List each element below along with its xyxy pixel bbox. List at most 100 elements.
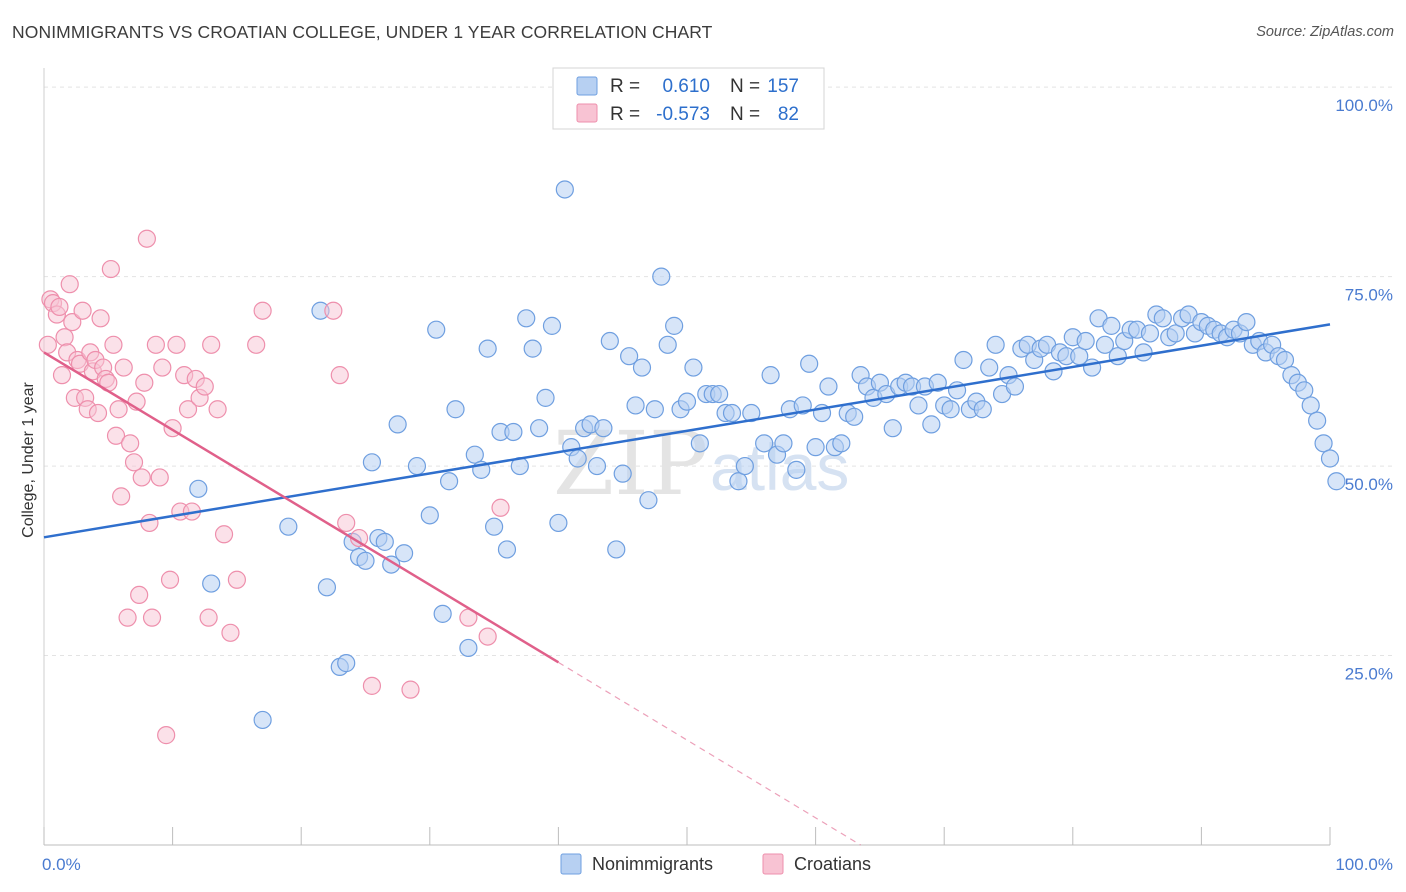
point-croatians-5 [52, 366, 72, 385]
point-nonimmigrants-127 [1134, 343, 1153, 362]
point-croatians-20 [91, 309, 110, 328]
bottom-legend-label-croatians: Croatians [794, 854, 871, 874]
point-nonimmigrants-78 [819, 377, 838, 396]
point-nonimmigrants-80 [832, 434, 851, 453]
point-croatians-69 [478, 627, 497, 646]
point-croatians-63 [330, 366, 349, 385]
point-nonimmigrants-68 [755, 434, 774, 453]
point-croatians-13 [73, 301, 92, 320]
point-nonimmigrants-97 [941, 400, 960, 419]
legend-n-label-2: N = [730, 104, 760, 125]
point-croatians-67 [401, 680, 420, 699]
point-nonimmigrants-22 [446, 400, 465, 419]
bottom-legend: Nonimmigrants Croatians [560, 853, 871, 875]
point-nonimmigrants-35 [536, 388, 555, 407]
point-nonimmigrants-19 [427, 320, 446, 339]
point-croatians-4 [50, 297, 69, 317]
point-croatians-8 [60, 275, 79, 294]
point-nonimmigrants-51 [639, 491, 658, 510]
chart-title: NONIMMIGRANTS VS CROATIAN COLLEGE, UNDER… [12, 22, 713, 42]
point-nonimmigrants-47 [613, 464, 632, 483]
point-nonimmigrants-13 [375, 532, 394, 551]
point-croatians-59 [227, 570, 246, 589]
trend-line-nonimmigrants [43, 323, 1331, 539]
point-nonimmigrants-75 [800, 354, 819, 373]
point-croatians-55 [202, 335, 221, 354]
point-nonimmigrants-17 [407, 456, 427, 476]
point-nonimmigrants-94 [922, 415, 941, 434]
x-tick-labels: 0.0% 100.0% [42, 855, 1393, 874]
point-croatians-60 [247, 335, 266, 354]
point-croatians-42 [153, 358, 172, 377]
point-croatians-6 [55, 328, 74, 347]
point-nonimmigrants-155 [1314, 434, 1333, 453]
point-croatians-25 [104, 335, 123, 354]
point-croatians-34 [130, 585, 149, 605]
gridlines [44, 86, 1392, 657]
point-nonimmigrants-118 [1076, 331, 1095, 351]
point-nonimmigrants-128 [1140, 324, 1160, 343]
point-croatians-54 [199, 608, 218, 627]
point-croatians-41 [150, 468, 169, 487]
point-nonimmigrants-154 [1308, 411, 1327, 430]
point-nonimmigrants-73 [787, 460, 806, 479]
point-nonimmigrants-71 [774, 434, 793, 453]
point-nonimmigrants-156 [1320, 449, 1340, 468]
point-nonimmigrants-24 [465, 445, 484, 464]
legend-n-label-1: N = [730, 76, 760, 97]
point-croatians-29 [114, 358, 133, 377]
point-nonimmigrants-46 [607, 540, 626, 559]
point-croatians-0 [38, 335, 57, 354]
point-nonimmigrants-48 [620, 347, 639, 366]
point-nonimmigrants-67 [742, 403, 761, 423]
point-nonimmigrants-0 [189, 479, 208, 498]
point-nonimmigrants-54 [658, 335, 677, 354]
point-nonimmigrants-10 [356, 551, 375, 570]
legend-r-label-2: R = [610, 104, 640, 125]
point-nonimmigrants-122 [1102, 316, 1121, 335]
point-croatians-46 [167, 335, 186, 354]
point-nonimmigrants-3 [279, 517, 298, 536]
legend-swatch-croatians [576, 103, 598, 123]
point-nonimmigrants-132 [1166, 324, 1185, 343]
point-croatians-35 [132, 468, 151, 487]
point-croatians-32 [124, 453, 144, 472]
point-nonimmigrants-95 [928, 373, 947, 392]
point-nonimmigrants-33 [523, 339, 542, 358]
point-nonimmigrants-16 [394, 544, 414, 563]
point-nonimmigrants-5 [317, 578, 337, 597]
point-croatians-49 [178, 400, 198, 419]
trend-line-croatians [43, 351, 560, 664]
point-nonimmigrants-107 [1005, 377, 1025, 396]
bottom-legend-swatch-croatians [762, 853, 784, 875]
point-nonimmigrants-88 [883, 419, 902, 438]
point-nonimmigrants-102 [973, 400, 992, 419]
point-croatians-62 [324, 301, 343, 320]
point-nonimmigrants-21 [439, 472, 459, 491]
legend-box [552, 67, 825, 130]
point-nonimmigrants-44 [594, 419, 613, 438]
point-nonimmigrants-65 [729, 472, 748, 491]
legend-n-value-1: 157 [767, 76, 799, 97]
point-nonimmigrants-53 [652, 267, 671, 286]
y-tick-label-2: 75.0% [1345, 286, 1393, 305]
point-nonimmigrants-121 [1095, 335, 1115, 354]
point-nonimmigrants-50 [632, 358, 652, 377]
series-nonimmigrants [189, 180, 1346, 730]
point-nonimmigrants-62 [710, 384, 729, 404]
point-nonimmigrants-1 [202, 574, 221, 593]
point-nonimmigrants-15 [388, 415, 407, 434]
y-tick-label-3: 100.0% [1335, 96, 1393, 115]
point-nonimmigrants-152 [1295, 381, 1314, 400]
point-nonimmigrants-149 [1275, 350, 1295, 370]
point-nonimmigrants-153 [1301, 396, 1320, 415]
point-nonimmigrants-76 [806, 438, 825, 457]
point-nonimmigrants-57 [677, 392, 697, 411]
point-nonimmigrants-58 [684, 358, 703, 377]
legend-r-value-2: -0.573 [656, 104, 710, 125]
point-croatians-57 [214, 525, 234, 544]
point-nonimmigrants-130 [1153, 309, 1172, 328]
point-nonimmigrants-123 [1108, 347, 1127, 366]
point-nonimmigrants-69 [761, 366, 780, 385]
